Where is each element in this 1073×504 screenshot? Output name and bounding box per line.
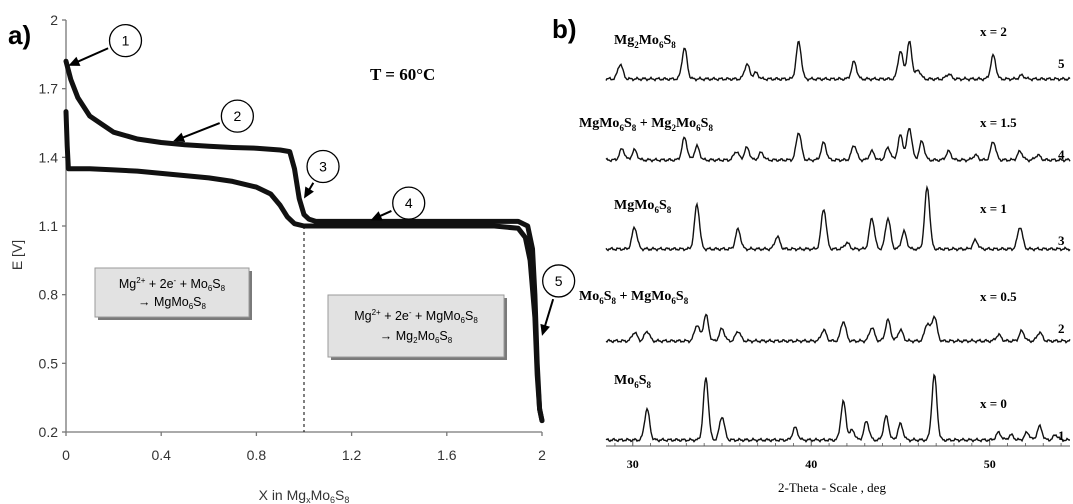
y-tick-label: 0.2: [39, 424, 59, 440]
panel-a-markers: 1 2 3 4 5: [68, 23, 576, 336]
x-tick-label: 0.8: [247, 447, 267, 463]
marker-3-arrow-head: [304, 186, 314, 199]
panel-b-ticks: 30 40 50: [614, 441, 1062, 471]
panel-b-label: b): [552, 14, 577, 44]
composition-label-4: x = 1.5: [980, 115, 1017, 130]
marker-2-circle: [220, 99, 255, 133]
x-tick-label: 1.2: [342, 447, 362, 463]
composition-label-1: x = 0: [980, 396, 1007, 411]
composition-label-2: x = 0.5: [980, 289, 1017, 304]
y-axis-title: E [V]: [9, 240, 25, 270]
reaction-box-2-line2: → Mg2Mo6S8: [380, 329, 453, 345]
phase-name-5: Mg2Mo6S8: [614, 33, 676, 50]
marker-2-label: 2: [233, 108, 241, 124]
panel-a-label: a): [8, 20, 31, 50]
marker-2-arrow-head: [173, 132, 186, 142]
xrd-trace-1: [605, 373, 1070, 443]
reaction-box-2: Mg2+ + 2e- + MgMo6S8 → Mg2Mo6S8: [327, 294, 507, 360]
reaction-box-1-line1: Mg2+ + 2e- + Mo6S8: [119, 276, 226, 293]
marker-4-label: 4: [405, 195, 413, 211]
x-tick-label: 0: [62, 447, 70, 463]
y-tick-label: 0.8: [39, 287, 59, 303]
marker-4-arrow-line: [378, 210, 392, 218]
marker-4-circle: [392, 186, 426, 220]
y-tick-label: 1.4: [39, 149, 59, 165]
xrd-trace-4: [605, 127, 1071, 163]
xrd-trace-2: [605, 313, 1071, 344]
marker-5-circle: [542, 264, 576, 298]
panel-a-curves: [63, 58, 545, 424]
marker-1-arrow-head: [68, 56, 81, 66]
marker-1-circle: [108, 23, 143, 58]
trace-index-3: 3: [1058, 233, 1065, 248]
marker-4-arrow-head: [370, 211, 383, 221]
marker-5-arrow-line: [543, 298, 555, 328]
panel-b: b) Mg2Mo6S8 x = 2 5 MgMo6S8 + Mg2Mo6S8 x = 1…: [552, 14, 1071, 495]
phase-name-1: Mo6S8: [614, 373, 652, 390]
x-axis-title: X in MgxMo6S8: [259, 487, 350, 504]
b-x-tick-label: 40: [805, 457, 817, 471]
trace-index-2: 2: [1058, 321, 1065, 336]
panel-a: a) 0.2 0.5 0.8 1.1 1.4 1.7 2 0 0.4 0.8 1.2 1.6 2 T =…: [8, 12, 576, 504]
marker-5-label: 5: [555, 273, 563, 289]
phase-name-2: Mo6S8 + MgMo6S8: [579, 289, 689, 306]
xrd-labels: Mg2Mo6S8 x = 2 5 MgMo6S8 + Mg2Mo6S8 x = 1.5 4…: [579, 24, 1065, 443]
composition-label-3: x = 1: [980, 201, 1007, 216]
charge-curve: [63, 58, 545, 424]
xrd-traces: [605, 40, 1071, 443]
trace-index-4: 4: [1058, 147, 1065, 162]
phase-name-3: MgMo6S8: [614, 198, 672, 215]
reaction-box-1-line2: → MgMo6S8: [138, 295, 207, 311]
trace-index-1: 1: [1058, 428, 1065, 443]
marker-3-circle: [306, 149, 340, 184]
composition-label-5: x = 2: [980, 24, 1007, 39]
xrd-trace-3: [605, 184, 1071, 252]
x-tick-label: 2: [538, 447, 546, 463]
b-x-axis-title: 2-Theta - Scale , deg: [778, 480, 886, 495]
marker-3-label: 3: [319, 158, 327, 174]
xrd-trace-5: [605, 40, 1071, 82]
y-tick-label: 2: [50, 12, 58, 28]
b-x-tick-label: 30: [627, 457, 639, 471]
discharge-curve: [63, 109, 545, 424]
x-tick-label: 1.6: [437, 447, 457, 463]
reaction-box-1: Mg2+ + 2e- + Mo6S8 → MgMo6S8: [94, 267, 252, 320]
marker-5-arrow-head: [540, 323, 550, 336]
marker-1-label: 1: [122, 33, 130, 49]
y-tick-label: 0.5: [39, 355, 59, 371]
temperature-label: T = 60°C: [370, 65, 435, 84]
trace-index-5: 5: [1058, 56, 1065, 71]
phase-name-4: MgMo6S8 + Mg2Mo6S8: [579, 116, 713, 133]
b-x-tick-label: 50: [984, 457, 996, 471]
marker-1-arrow-line: [76, 47, 109, 64]
y-tick-label: 1.1: [39, 218, 59, 234]
y-tick-label: 1.7: [39, 81, 59, 97]
reaction-box-2-line1: Mg2+ + 2e- + MgMo6S8: [354, 308, 478, 325]
x-tick-label: 0.4: [151, 447, 171, 463]
marker-2-arrow-line: [181, 122, 221, 139]
panel-a-ticks: 0.2 0.5 0.8 1.1 1.4 1.7 2 0 0.4 0.8 1.2 1.6 2: [39, 12, 547, 463]
